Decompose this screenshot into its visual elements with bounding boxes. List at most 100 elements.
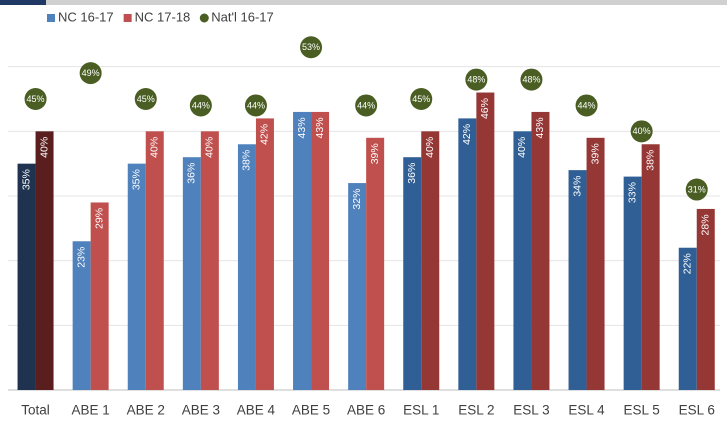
bar bbox=[458, 118, 477, 391]
value-label: 43% bbox=[296, 117, 308, 138]
x-tick-label: ABE 3 bbox=[182, 403, 220, 418]
value-label: 34% bbox=[571, 176, 583, 197]
x-tick-label: ABE 5 bbox=[292, 403, 330, 418]
x-tick-label: ESL 6 bbox=[679, 403, 715, 418]
value-label: 29% bbox=[93, 208, 105, 229]
x-tick-label: ESL 1 bbox=[403, 403, 439, 418]
value-label: 40% bbox=[204, 137, 216, 158]
value-label: 31% bbox=[688, 184, 706, 194]
bar bbox=[200, 131, 219, 391]
bar bbox=[72, 241, 91, 390]
header-tab bbox=[0, 0, 46, 5]
dot bbox=[189, 94, 212, 117]
value-label: 38% bbox=[644, 150, 656, 171]
x-tick-label: ESL 2 bbox=[458, 403, 494, 418]
value-label: 33% bbox=[626, 182, 638, 203]
value-label: 43% bbox=[314, 117, 326, 138]
bar bbox=[476, 92, 495, 391]
bar bbox=[421, 131, 440, 391]
value-label: 38% bbox=[241, 150, 253, 171]
dot bbox=[79, 62, 102, 85]
value-label: 44% bbox=[192, 100, 210, 110]
value-label: 43% bbox=[534, 117, 546, 138]
bar bbox=[255, 118, 274, 391]
legend-label: Nat'l 16-17 bbox=[211, 9, 273, 24]
bar bbox=[623, 176, 642, 390]
bar bbox=[678, 247, 697, 390]
bar bbox=[293, 111, 312, 390]
header-line bbox=[46, 0, 727, 5]
bar bbox=[145, 131, 164, 391]
x-tick-label: ESL 3 bbox=[513, 403, 549, 418]
value-label: 39% bbox=[589, 143, 601, 164]
value-label: 35% bbox=[131, 169, 143, 190]
legend-swatch bbox=[123, 14, 132, 22]
value-label: 23% bbox=[75, 247, 87, 268]
bar bbox=[366, 137, 385, 390]
bar bbox=[586, 137, 605, 390]
dot bbox=[410, 88, 433, 110]
value-label: 45% bbox=[27, 94, 45, 104]
legend-swatch bbox=[47, 14, 55, 22]
legend-swatch bbox=[199, 13, 209, 23]
x-tick-label: ABE 4 bbox=[237, 403, 276, 418]
bar bbox=[90, 202, 109, 390]
bar bbox=[531, 111, 550, 390]
value-label: 32% bbox=[351, 189, 363, 210]
dot bbox=[685, 178, 708, 201]
x-tick-label: ABE 1 bbox=[72, 403, 110, 418]
value-label: 48% bbox=[467, 74, 485, 84]
bar bbox=[127, 163, 146, 390]
dot bbox=[630, 120, 653, 143]
value-label: 44% bbox=[357, 100, 375, 110]
x-tick-label: Total bbox=[21, 403, 50, 418]
value-label: 28% bbox=[700, 214, 712, 235]
bar bbox=[182, 157, 201, 390]
x-tick-label: ESL 5 bbox=[624, 403, 660, 418]
bar bbox=[348, 183, 367, 390]
value-label: 40% bbox=[149, 137, 161, 158]
dot bbox=[244, 94, 267, 117]
value-label: 49% bbox=[82, 68, 100, 78]
value-label: 53% bbox=[302, 42, 320, 52]
legend-label: NC 16-17 bbox=[58, 9, 114, 24]
dot bbox=[465, 68, 488, 91]
bar bbox=[35, 131, 54, 391]
value-label: 40% bbox=[38, 137, 50, 158]
value-label: 22% bbox=[682, 253, 694, 274]
value-label: 35% bbox=[20, 169, 32, 190]
value-label: 48% bbox=[522, 74, 540, 84]
dot bbox=[134, 88, 157, 110]
value-label: 42% bbox=[461, 124, 473, 145]
value-label: 39% bbox=[369, 143, 381, 164]
value-label: 40% bbox=[633, 126, 651, 136]
x-tick-label: ABE 2 bbox=[127, 403, 165, 418]
bar bbox=[568, 170, 587, 390]
value-label: 45% bbox=[412, 94, 430, 104]
value-label: 46% bbox=[479, 98, 491, 119]
bar bbox=[641, 144, 660, 390]
value-label: 40% bbox=[516, 137, 528, 158]
bar bbox=[237, 144, 256, 390]
dot bbox=[575, 94, 598, 117]
bar bbox=[403, 157, 422, 390]
bar bbox=[17, 163, 36, 390]
value-label: 40% bbox=[424, 137, 436, 158]
dot bbox=[24, 88, 47, 110]
value-label: 42% bbox=[259, 124, 271, 145]
x-tick-label: ESL 4 bbox=[568, 403, 605, 418]
dot bbox=[355, 94, 378, 117]
legend-label: NC 17-18 bbox=[135, 9, 191, 24]
value-label: 44% bbox=[247, 100, 265, 110]
dot bbox=[520, 68, 543, 91]
bar bbox=[311, 111, 330, 390]
bar bbox=[513, 131, 532, 391]
value-label: 36% bbox=[186, 163, 198, 184]
value-label: 45% bbox=[137, 94, 155, 104]
value-label: 44% bbox=[578, 100, 596, 110]
value-label: 36% bbox=[406, 163, 418, 184]
dot bbox=[300, 36, 323, 59]
bar bbox=[696, 208, 715, 390]
x-tick-label: ABE 6 bbox=[347, 403, 385, 418]
